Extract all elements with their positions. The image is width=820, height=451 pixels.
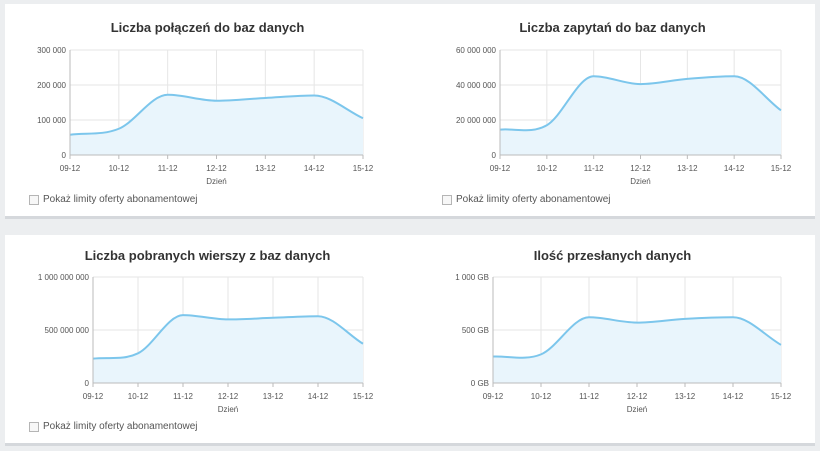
chart-title: Liczba połączeń do baz danych	[111, 20, 305, 35]
y-tick-label: 0	[62, 151, 67, 160]
chart-panel-connections: Liczba połączeń do baz danych 0 100 000 200…	[5, 4, 410, 216]
series-area	[70, 94, 363, 155]
plan-limits-checkbox[interactable]	[442, 194, 452, 205]
top-charts-card: Liczba połączeń do baz danych 0 100 000 200…	[5, 4, 815, 219]
plan-limits-checkbox[interactable]	[29, 421, 39, 432]
y-tick-label: 20 000 000	[456, 116, 497, 125]
x-tick-label: 09-12	[483, 392, 504, 401]
x-tick-label: 10-12	[109, 164, 130, 173]
show-plan-limits-toggle[interactable]: Pokaż limity oferty abonamentowej	[29, 421, 198, 432]
x-tick-label: 11-12	[173, 392, 193, 401]
x-axis-title: Dzień	[206, 177, 226, 186]
show-plan-limits-toggle[interactable]: Pokaż limity oferty abonamentowej	[29, 194, 198, 205]
x-tick-label: 12-12	[627, 392, 648, 401]
x-tick-label: 11-12	[158, 164, 178, 173]
x-tick-label: 12-12	[206, 164, 227, 173]
x-tick-label: 13-12	[255, 164, 276, 173]
x-axis-title: Dzień	[627, 405, 647, 414]
y-tick-label: 40 000 000	[456, 81, 497, 90]
y-tick-label: 0	[492, 151, 497, 160]
x-tick-label: 09-12	[490, 164, 511, 173]
bottom-charts-card: Liczba pobranych wierszy z baz danych 0 50…	[5, 235, 815, 446]
x-tick-label: 15-12	[771, 392, 792, 401]
x-tick-label: 13-12	[677, 164, 698, 173]
y-tick-label: 0 GB	[471, 379, 489, 388]
plan-limits-checkbox[interactable]	[29, 194, 39, 205]
plan-limits-label: Pokaż limity oferty abonamentowej	[43, 194, 198, 205]
y-tick-label: 100 000	[37, 116, 66, 125]
data-transfer-chart: Ilość przesłanych danych 0 GB 500 GB 1 000 …	[455, 248, 792, 414]
chart-title: Ilość przesłanych danych	[534, 248, 692, 263]
connections-chart: Liczba połączeń do baz danych 0 100 000 200…	[37, 20, 374, 186]
chart-title: Liczba pobranych wierszy z baz danych	[85, 248, 331, 263]
series-area	[493, 317, 781, 383]
x-tick-label: 14-12	[308, 392, 329, 401]
chart-panel-queries: Liczba zapytań do baz danych 0 20 000 000 4…	[410, 4, 815, 216]
y-tick-label: 300 000	[37, 46, 66, 55]
x-tick-label: 10-12	[537, 164, 558, 173]
x-tick-label: 11-12	[584, 164, 604, 173]
x-tick-label: 14-12	[304, 164, 325, 173]
y-tick-label: 200 000	[37, 81, 66, 90]
series-area	[500, 76, 781, 155]
plan-limits-label: Pokaż limity oferty abonamentowej	[43, 421, 198, 432]
x-tick-label: 10-12	[531, 392, 552, 401]
y-tick-label: 0	[85, 379, 90, 388]
x-tick-label: 15-12	[353, 164, 374, 173]
chart-title: Liczba zapytań do baz danych	[519, 20, 705, 35]
y-tick-label: 500 GB	[462, 326, 489, 335]
x-tick-label: 14-12	[724, 164, 745, 173]
x-tick-label: 11-12	[579, 392, 599, 401]
chart-panel-rows: Liczba pobranych wierszy z baz danych 0 50…	[5, 235, 410, 443]
queries-chart: Liczba zapytań do baz danych 0 20 000 000 4…	[456, 20, 792, 186]
x-tick-label: 12-12	[630, 164, 651, 173]
x-tick-label: 15-12	[353, 392, 374, 401]
fetched-rows-chart: Liczba pobranych wierszy z baz danych 0 50…	[38, 248, 374, 414]
y-tick-label: 500 000 000	[45, 326, 90, 335]
x-tick-label: 15-12	[771, 164, 792, 173]
y-tick-label: 60 000 000	[456, 46, 497, 55]
x-tick-label: 14-12	[723, 392, 744, 401]
x-tick-label: 09-12	[60, 164, 81, 173]
x-tick-label: 09-12	[83, 392, 104, 401]
x-tick-label: 12-12	[218, 392, 239, 401]
x-tick-label: 13-12	[263, 392, 284, 401]
x-axis-title: Dzień	[630, 177, 650, 186]
chart-panel-transfer: Ilość przesłanych danych 0 GB 500 GB 1 000 …	[410, 235, 815, 443]
series-area	[93, 315, 363, 383]
show-plan-limits-toggle[interactable]: Pokaż limity oferty abonamentowej	[442, 194, 611, 205]
x-tick-label: 13-12	[675, 392, 696, 401]
x-tick-label: 10-12	[128, 392, 149, 401]
y-tick-label: 1 000 GB	[455, 273, 489, 282]
plan-limits-label: Pokaż limity oferty abonamentowej	[456, 194, 611, 205]
y-tick-label: 1 000 000 000	[38, 273, 90, 282]
x-axis-title: Dzień	[218, 405, 238, 414]
